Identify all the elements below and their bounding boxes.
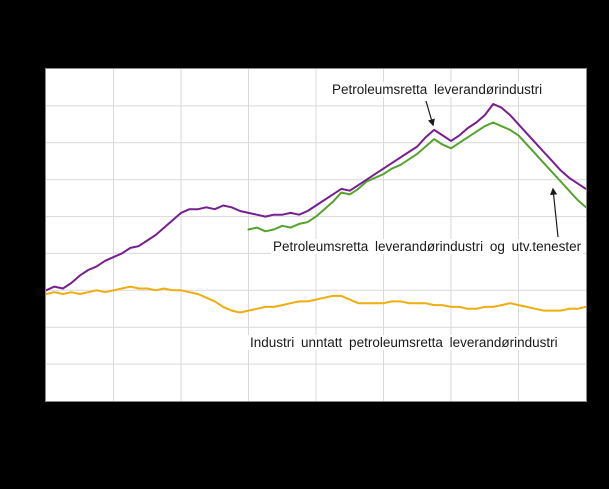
arrow-to-green-series-icon — [550, 187, 559, 238]
label-industri-unntatt-petroleumsretta-leverandorindustri: Industri unntatt petroleumsretta leveran… — [248, 335, 560, 350]
annotation-arrows — [425, 100, 559, 238]
series-line-petroleumsretta-leverandorindustri — [46, 103, 586, 292]
series-line-industri-unntatt-petroleumsretta-leverandorindustri — [46, 285, 586, 314]
arrow-to-purple-series-icon — [425, 100, 435, 127]
label-petroleumsretta-leverandorindustri: Petroleumsretta leverandørindustri — [330, 82, 545, 97]
plot-area — [45, 68, 587, 402]
series-lines — [46, 103, 586, 314]
chart-canvas — [46, 69, 586, 401]
series-line-petroleumsretta-leverandorindustri-og-utv-tenester — [247, 121, 586, 233]
label-petroleumsretta-leverandorindustri-og-utv-tenester: Petroleumsretta leverandørindustri og ut… — [271, 239, 584, 254]
gridlines — [46, 69, 586, 401]
